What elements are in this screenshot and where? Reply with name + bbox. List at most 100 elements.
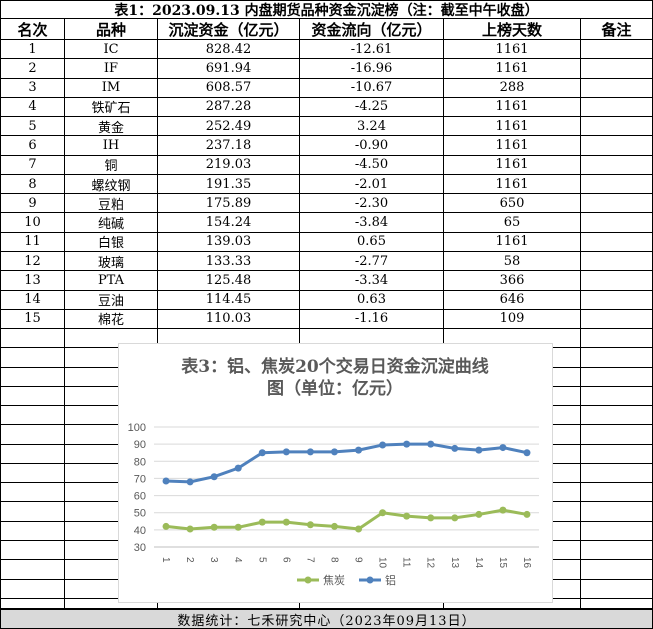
empty-cell[interactable] <box>444 598 581 609</box>
cell-product[interactable]: 螺纹钢 <box>65 174 158 195</box>
cell-rank[interactable]: 5 <box>0 117 65 137</box>
empty-cell[interactable] <box>0 598 65 609</box>
empty-cell[interactable] <box>581 502 653 522</box>
empty-cell[interactable] <box>0 444 65 464</box>
cell-note[interactable] <box>581 78 653 98</box>
empty-cell[interactable] <box>0 579 65 599</box>
empty-cell[interactable] <box>581 483 653 503</box>
cell-rank[interactable]: 7 <box>0 155 65 175</box>
empty-cell[interactable] <box>581 348 653 368</box>
cell-days[interactable]: 1161 <box>444 97 581 118</box>
cell-rank[interactable]: 8 <box>0 174 65 195</box>
empty-cell[interactable] <box>0 386 65 407</box>
cell-capital[interactable]: 110.03 <box>158 309 300 330</box>
cell-capital[interactable]: 125.48 <box>158 271 300 291</box>
cell-note[interactable] <box>581 59 653 79</box>
empty-cell[interactable] <box>0 560 65 580</box>
cell-rank[interactable]: 6 <box>0 136 65 156</box>
empty-cell[interactable] <box>0 406 65 426</box>
cell-rank[interactable]: 9 <box>0 194 65 214</box>
cell-capital[interactable]: 252.49 <box>158 117 300 137</box>
cell-days[interactable]: 109 <box>444 309 581 330</box>
cell-flow[interactable]: -3.84 <box>300 213 444 233</box>
cell-days[interactable]: 65 <box>444 213 581 233</box>
cell-rank[interactable]: 12 <box>0 251 65 272</box>
cell-flow[interactable]: 0.65 <box>300 232 444 252</box>
cell-days[interactable]: 366 <box>444 271 581 291</box>
cell-days[interactable]: 1161 <box>444 117 581 137</box>
cell-capital[interactable]: 691.94 <box>158 59 300 79</box>
cell-product[interactable]: 玻璃 <box>65 251 158 272</box>
cell-rank[interactable]: 14 <box>0 290 65 310</box>
cell-note[interactable] <box>581 271 653 291</box>
cell-note[interactable] <box>581 194 653 214</box>
cell-product[interactable]: 黄金 <box>65 117 158 137</box>
empty-cell[interactable] <box>0 329 65 349</box>
cell-product[interactable]: IH <box>65 136 158 156</box>
cell-flow[interactable]: 3.24 <box>300 117 444 137</box>
empty-cell[interactable] <box>581 406 653 426</box>
empty-cell[interactable] <box>581 329 653 349</box>
empty-cell[interactable] <box>581 598 653 609</box>
cell-rank[interactable]: 2 <box>0 59 65 79</box>
cell-product[interactable]: IF <box>65 59 158 79</box>
cell-rank[interactable]: 1 <box>0 40 65 60</box>
cell-note[interactable] <box>581 290 653 310</box>
cell-note[interactable] <box>581 232 653 252</box>
cell-days[interactable]: 288 <box>444 78 581 98</box>
cell-rank[interactable]: 4 <box>0 97 65 118</box>
cell-flow[interactable]: -4.50 <box>300 155 444 175</box>
cell-note[interactable] <box>581 40 653 60</box>
empty-cell[interactable] <box>581 386 653 407</box>
cell-rank[interactable]: 10 <box>0 213 65 233</box>
cell-product[interactable]: IC <box>65 40 158 60</box>
cell-flow[interactable]: 0.63 <box>300 290 444 310</box>
cell-days[interactable]: 1161 <box>444 40 581 60</box>
empty-cell[interactable] <box>0 348 65 368</box>
cell-capital[interactable]: 175.89 <box>158 194 300 214</box>
cell-product[interactable]: 铁矿石 <box>65 97 158 118</box>
empty-cell[interactable] <box>0 502 65 522</box>
cell-note[interactable] <box>581 97 653 118</box>
empty-cell[interactable] <box>0 521 65 542</box>
cell-flow[interactable]: -3.34 <box>300 271 444 291</box>
cell-days[interactable]: 58 <box>444 251 581 272</box>
cell-rank[interactable]: 11 <box>0 232 65 252</box>
cell-capital[interactable]: 219.03 <box>158 155 300 175</box>
empty-cell[interactable] <box>581 425 653 445</box>
cell-days[interactable]: 1161 <box>444 136 581 156</box>
cell-capital[interactable]: 154.24 <box>158 213 300 233</box>
cell-flow[interactable]: -12.61 <box>300 40 444 60</box>
empty-cell[interactable] <box>0 483 65 503</box>
empty-cell[interactable] <box>158 598 300 609</box>
cell-product[interactable]: 豆油 <box>65 290 158 310</box>
empty-cell[interactable] <box>65 329 158 349</box>
cell-rank[interactable]: 13 <box>0 271 65 291</box>
cell-product[interactable]: 豆粕 <box>65 194 158 214</box>
cell-product[interactable]: 铜 <box>65 155 158 175</box>
empty-cell[interactable] <box>581 463 653 484</box>
cell-rank[interactable]: 15 <box>0 309 65 330</box>
cell-capital[interactable]: 237.18 <box>158 136 300 156</box>
cell-flow[interactable]: -1.16 <box>300 309 444 330</box>
cell-product[interactable]: IM <box>65 78 158 98</box>
cell-flow[interactable]: -2.77 <box>300 251 444 272</box>
empty-cell[interactable] <box>581 367 653 387</box>
cell-flow[interactable]: -10.67 <box>300 78 444 98</box>
cell-days[interactable]: 1161 <box>444 174 581 195</box>
cell-capital[interactable]: 133.33 <box>158 251 300 272</box>
empty-cell[interactable] <box>581 521 653 542</box>
cell-note[interactable] <box>581 174 653 195</box>
cell-product[interactable]: 棉花 <box>65 309 158 330</box>
empty-cell[interactable] <box>0 463 65 484</box>
empty-cell[interactable] <box>0 367 65 387</box>
empty-cell[interactable] <box>581 560 653 580</box>
cell-note[interactable] <box>581 213 653 233</box>
cell-days[interactable]: 1161 <box>444 59 581 79</box>
empty-cell[interactable] <box>0 425 65 445</box>
cell-days[interactable]: 1161 <box>444 155 581 175</box>
cell-days[interactable]: 650 <box>444 194 581 214</box>
empty-cell[interactable] <box>581 444 653 464</box>
empty-cell[interactable] <box>0 541 65 561</box>
cell-capital[interactable]: 287.28 <box>158 97 300 118</box>
